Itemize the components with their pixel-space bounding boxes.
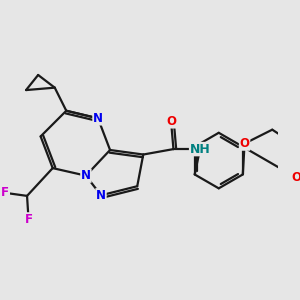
Text: N: N: [81, 169, 91, 182]
Text: O: O: [291, 171, 300, 184]
Text: N: N: [93, 112, 103, 125]
Text: NH: NH: [190, 142, 210, 156]
Text: F: F: [25, 213, 32, 226]
Text: N: N: [96, 189, 106, 202]
Text: O: O: [166, 115, 176, 128]
Text: F: F: [1, 186, 9, 200]
Text: O: O: [240, 137, 250, 150]
